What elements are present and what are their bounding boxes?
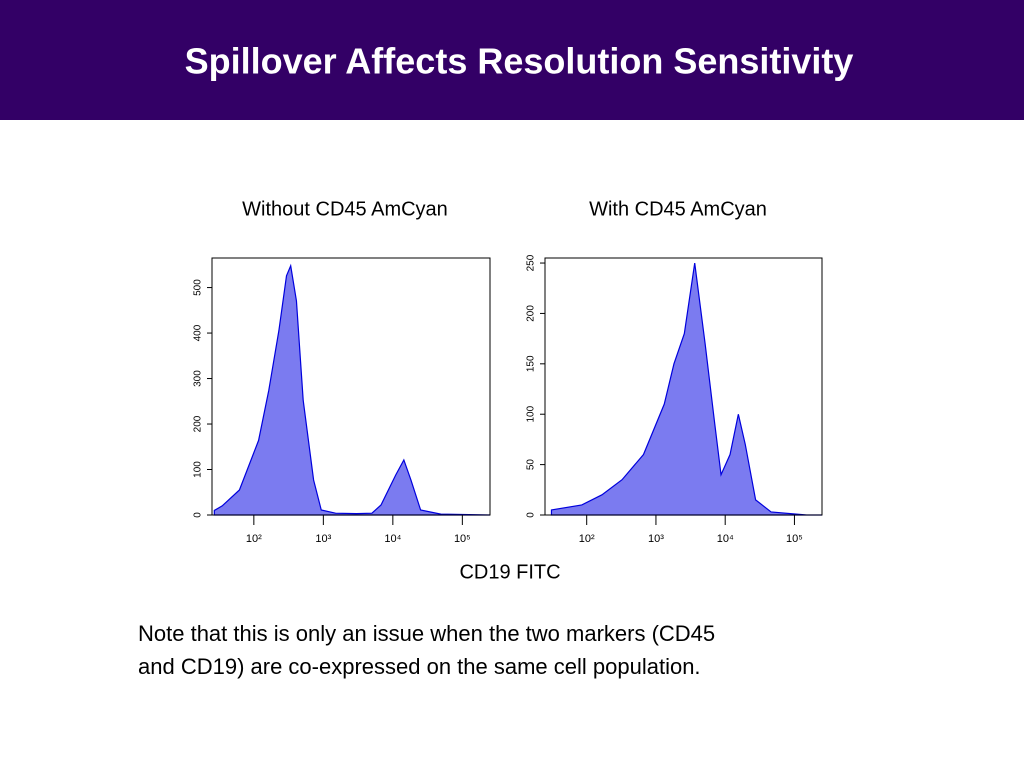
x-tick-label: 10⁴ — [384, 533, 401, 545]
y-tick-label: 500 — [193, 279, 204, 296]
y-tick-label: 0 — [526, 512, 537, 518]
y-tick-label: 200 — [526, 305, 537, 322]
x-tick-label: 10² — [579, 533, 595, 545]
slide-title: Spillover Affects Resolution Sensitivity — [185, 41, 854, 82]
chart-title: With CD45 AmCyan — [589, 198, 767, 220]
note-line: and CD19) are co-expressed on the same c… — [138, 654, 701, 679]
x-tick-label: 10³ — [315, 533, 331, 545]
y-tick-label: 100 — [526, 405, 537, 422]
y-tick-label: 400 — [193, 324, 204, 341]
x-tick-label: 10² — [246, 533, 262, 545]
x-tick-label: 10⁵ — [454, 533, 471, 545]
header-bar — [0, 0, 1024, 120]
x-axis-label: CD19 FITC — [459, 561, 560, 583]
x-tick-label: 10³ — [648, 533, 664, 545]
y-tick-label: 300 — [193, 370, 204, 387]
plot-frame — [211, 257, 491, 516]
y-tick-label: 0 — [193, 512, 204, 518]
plot-frame — [544, 257, 823, 516]
histogram-area — [213, 263, 491, 516]
x-tick-label: 10⁴ — [717, 533, 734, 545]
x-tick-label: 10⁵ — [786, 533, 803, 545]
y-tick-label: 200 — [193, 415, 204, 432]
chart-title: Without CD45 AmCyan — [242, 198, 448, 220]
y-tick-label: 100 — [193, 461, 204, 478]
y-tick-label: 250 — [526, 254, 537, 271]
y-tick-label: 150 — [526, 355, 537, 372]
note-line: Note that this is only an issue when the… — [138, 621, 715, 646]
histogram-area — [550, 262, 822, 516]
y-tick-label: 50 — [526, 459, 537, 471]
